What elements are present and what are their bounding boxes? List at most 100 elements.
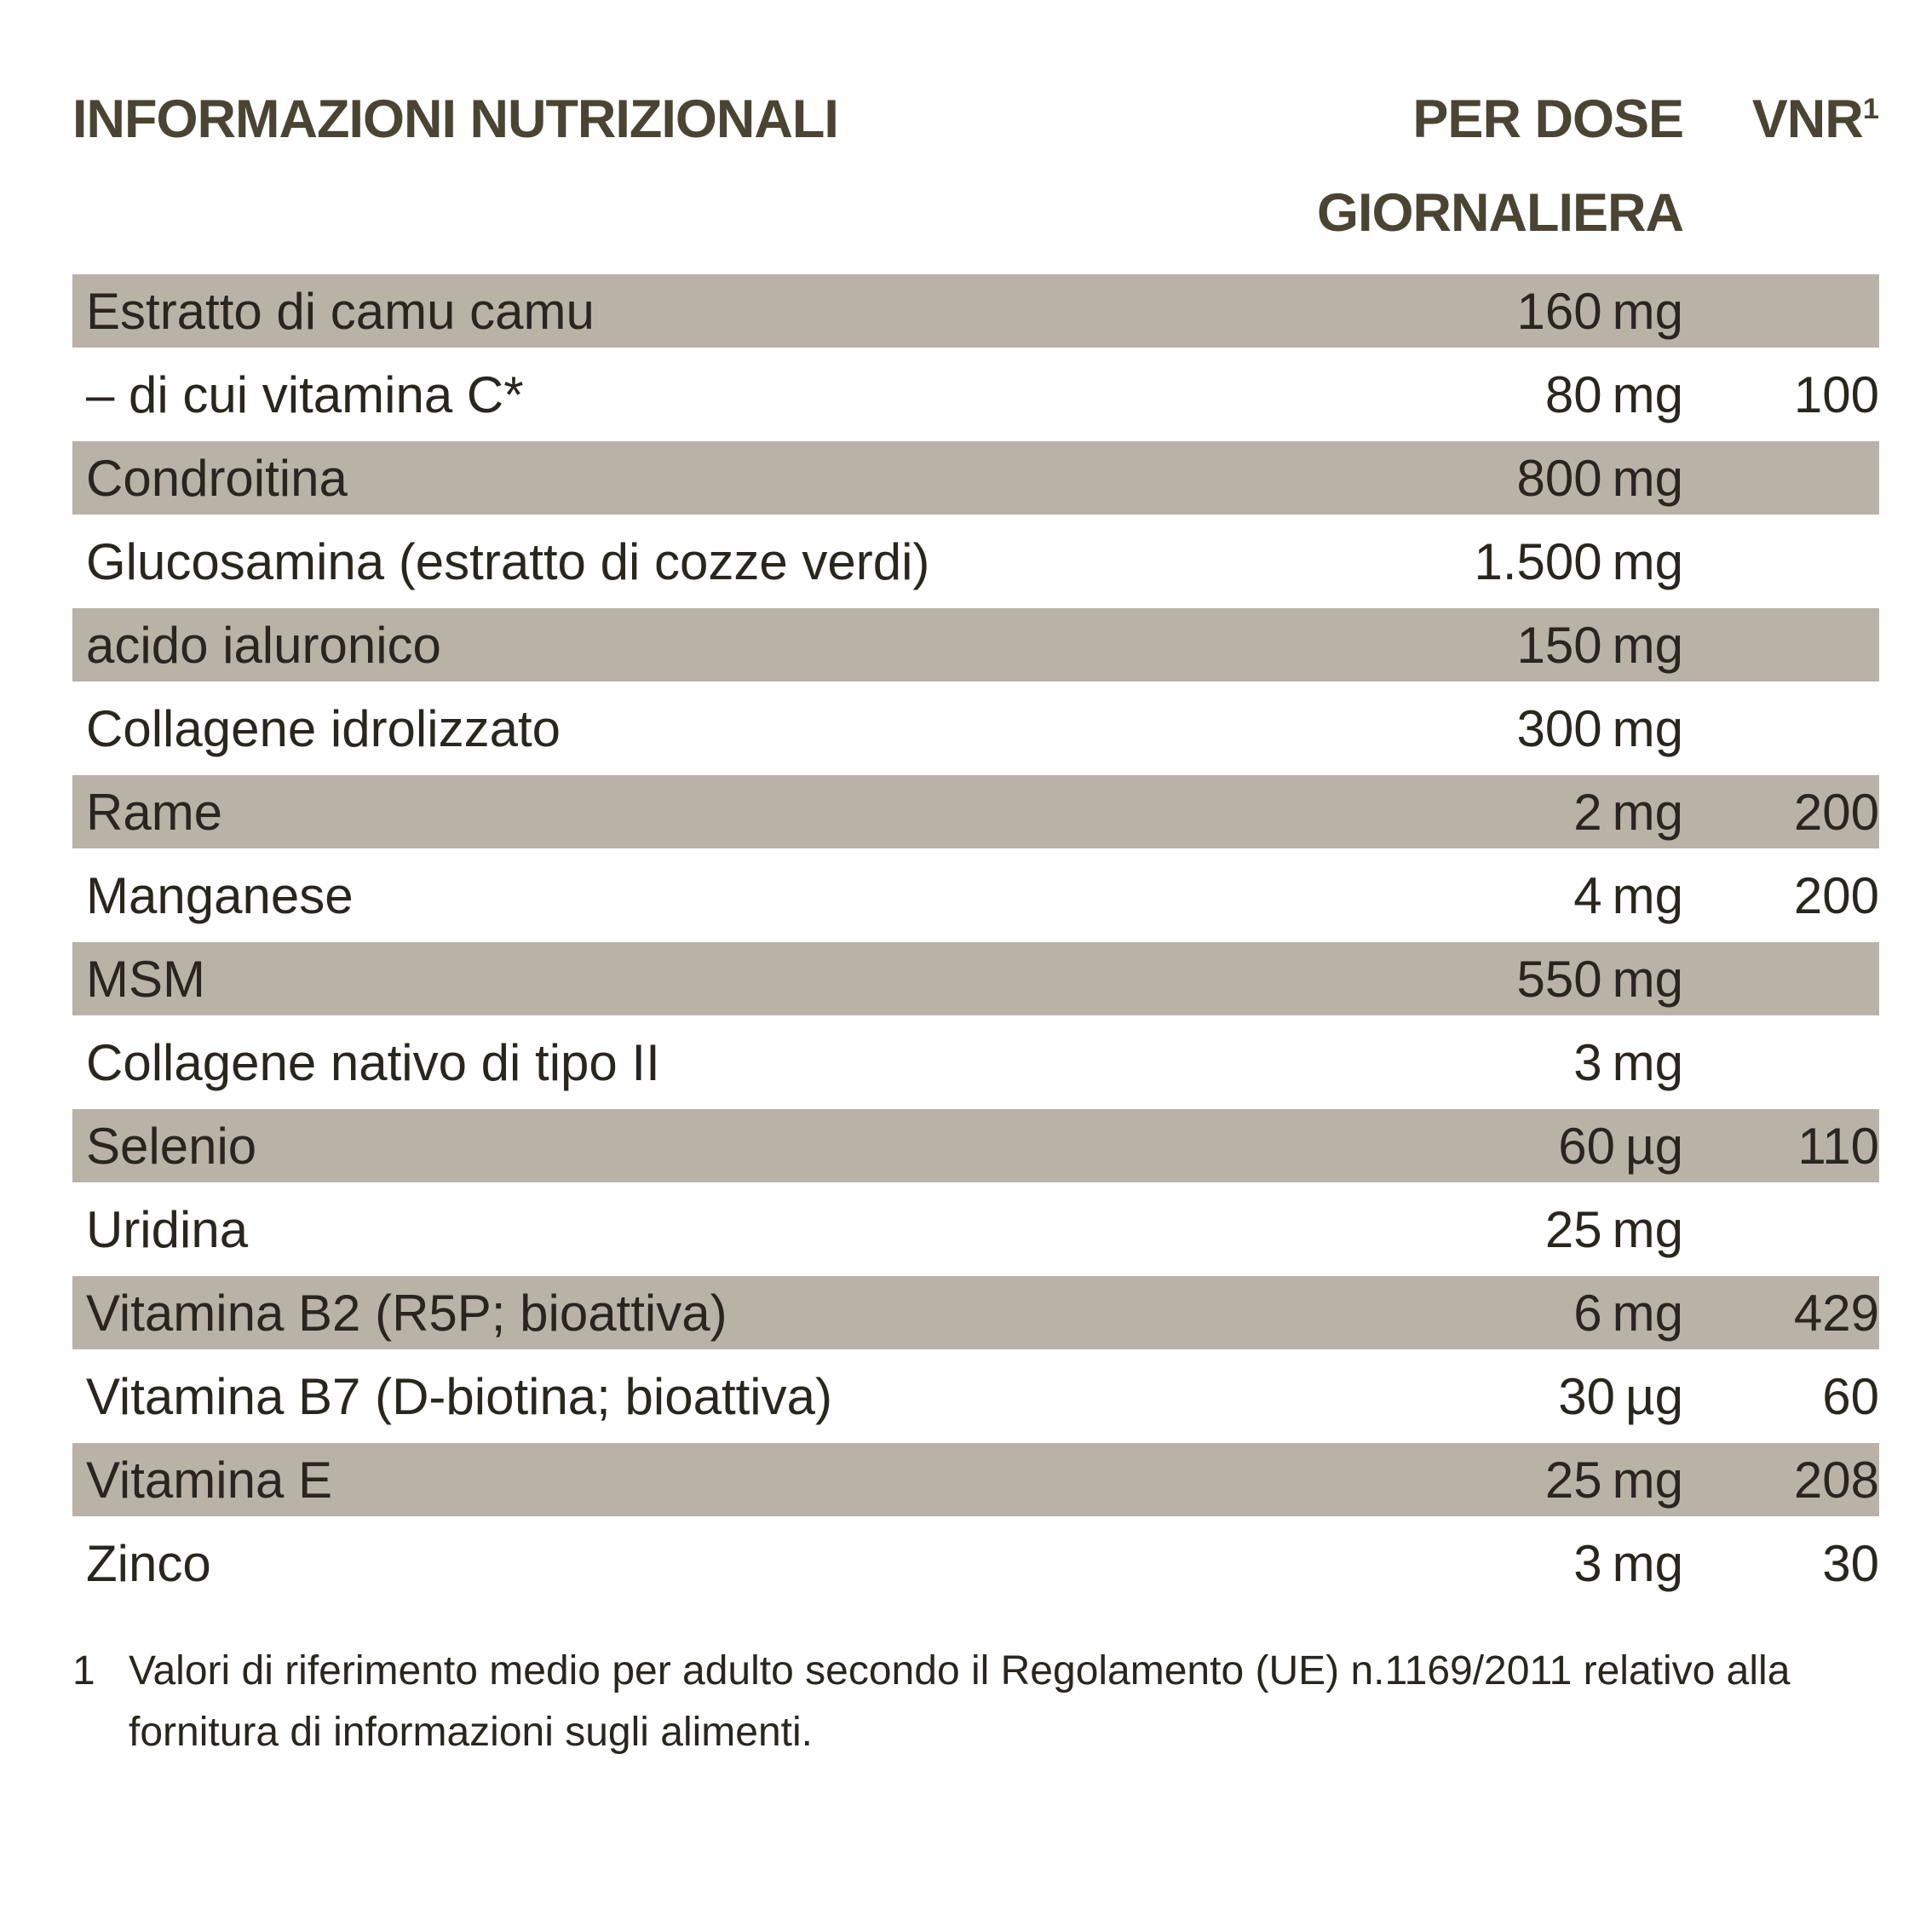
nutrient-vnr-value: 110 (1797, 1117, 1879, 1175)
amount-unit: µg (1625, 1367, 1683, 1425)
amount-unit: mg (1612, 1200, 1683, 1258)
footnote: 1 Valori di riferimento medio per adulto… (72, 1641, 1879, 1763)
amount-value: 800 (1516, 449, 1602, 507)
amount-unit: mg (1612, 1033, 1683, 1091)
amount-unit: mg (1612, 866, 1683, 924)
column-header-vnr: VNR1 (1752, 66, 1879, 162)
nutrient-name: Selenio (86, 1117, 257, 1175)
amount-unit: mg (1612, 1534, 1683, 1592)
nutrient-name: – di cui vitamina C* (86, 365, 524, 423)
nutrient-name: MSM (86, 950, 205, 1008)
amount-unit: µg (1625, 1117, 1683, 1175)
table-header: INFORMAZIONI NUTRIZIONALI PER DOSE VNR1 … (72, 66, 1879, 256)
nutrient-name: Vitamina E (86, 1451, 333, 1509)
amount-unit: mg (1612, 365, 1683, 423)
amount-unit: mg (1612, 449, 1683, 507)
nutrient-amount: 160 mg (1317, 282, 1683, 341)
table-row: Uridina 25 mg (72, 1187, 1879, 1271)
nutrient-amount: 150 mg (1317, 616, 1683, 675)
nutrient-name: Glucosamina (estratto di cozze verdi) (86, 532, 930, 590)
amount-unit: mg (1612, 699, 1683, 757)
amount-value: 3 (1573, 1033, 1602, 1091)
nutrient-amount: 3 mg (1317, 1033, 1683, 1092)
amount-value: 25 (1544, 1200, 1602, 1258)
amount-value: 1.500 (1474, 532, 1602, 590)
table-row: Vitamina B2 (R5P; bioattiva) 6 mg 429 (72, 1271, 1879, 1354)
nutrient-amount: 550 mg (1317, 950, 1683, 1009)
amount-value: 300 (1516, 699, 1602, 757)
table-row: Condroitina 800 mg (72, 436, 1879, 520)
column-header-dose-line1: PER DOSE (1412, 89, 1684, 149)
nutrient-amount: 2 mg (1317, 783, 1683, 842)
nutrient-name: Collagene nativo di tipo II (86, 1033, 660, 1091)
amount-unit: mg (1612, 532, 1683, 590)
amount-unit: mg (1612, 616, 1683, 674)
nutrient-name: Manganese (86, 866, 354, 924)
table-row: Manganese 4 mg 200 (72, 854, 1879, 937)
table-row: Vitamina E 25 mg 208 (72, 1438, 1879, 1521)
amount-value: 4 (1573, 866, 1602, 924)
nutrient-vnr-value: 30 (1822, 1534, 1879, 1592)
nutrient-vnr-value: 429 (1793, 1284, 1879, 1342)
nutrient-name: Zinco (86, 1534, 211, 1592)
amount-unit: mg (1612, 783, 1683, 841)
nutrient-amount: 80 mg (1317, 365, 1683, 424)
nutrient-vnr-value: 100 (1793, 365, 1879, 423)
nutrient-amount: 4 mg (1317, 866, 1683, 925)
amount-value: 80 (1544, 365, 1602, 423)
nutrient-name: Uridina (86, 1200, 249, 1258)
table-row: Collagene nativo di tipo II 3 mg (72, 1021, 1879, 1104)
nutrient-amount: 60 µg (1317, 1117, 1683, 1176)
amount-unit: mg (1612, 1451, 1683, 1509)
table-row: – di cui vitamina C* 80 mg 100 (72, 353, 1879, 436)
nutrient-amount: 6 mg (1317, 1284, 1683, 1343)
nutrient-name: Rame (86, 783, 223, 841)
amount-unit: mg (1612, 950, 1683, 1008)
amount-value: 60 (1558, 1117, 1616, 1175)
nutrient-amount: 25 mg (1317, 1451, 1683, 1509)
nutrient-name: Condroitina (86, 449, 348, 507)
table-row: Vitamina B7 (D-biotina; bioattiva) 30 µg … (72, 1354, 1879, 1438)
vnr-footnote-superscript: 1 (1862, 93, 1879, 125)
vnr-label: VNR (1751, 89, 1864, 149)
amount-value: 150 (1516, 616, 1602, 674)
nutrient-amount: 800 mg (1317, 449, 1683, 508)
nutrient-name: Vitamina B2 (R5P; bioattiva) (86, 1284, 727, 1342)
table-row: acido ialuronico 150 mg (72, 603, 1879, 687)
amount-value: 2 (1573, 783, 1602, 841)
nutrient-amount: 30 µg (1317, 1367, 1683, 1426)
amount-value: 25 (1544, 1451, 1602, 1509)
amount-value: 3 (1573, 1534, 1602, 1592)
nutrition-table-body: Estratto di camu camu 160 mg – di cui vit… (72, 269, 1879, 1605)
table-row: Estratto di camu camu 160 mg (72, 269, 1879, 353)
table-row: Glucosamina (estratto di cozze verdi) 1.… (72, 520, 1879, 603)
amount-unit: mg (1612, 282, 1683, 340)
nutrition-label: INFORMAZIONI NUTRIZIONALI PER DOSE VNR 1 … (72, 66, 1879, 1763)
table-row: Rame 2 mg 200 (72, 770, 1879, 854)
table-title: INFORMAZIONI NUTRIZIONALI (72, 89, 839, 149)
footnote-text: Valori di riferimento medio per adulto s… (129, 1648, 1791, 1755)
nutrient-name: Estratto di camu camu (86, 282, 595, 340)
footnote-marker: 1 (72, 1648, 95, 1693)
nutrient-vnr-value: 208 (1793, 1451, 1879, 1509)
amount-value: 30 (1558, 1367, 1616, 1425)
table-row: MSM 550 mg (72, 937, 1879, 1021)
table-row: Zinco 3 mg 30 (72, 1521, 1879, 1605)
table-row: Collagene idrolizzato 300 mg (72, 687, 1879, 770)
nutrient-vnr-value: 60 (1822, 1367, 1879, 1425)
amount-unit: mg (1612, 1284, 1683, 1342)
nutrient-name: acido ialuronico (86, 616, 441, 674)
nutrient-name: Collagene idrolizzato (86, 699, 561, 757)
table-row: Selenio 60 µg 110 (72, 1104, 1879, 1187)
nutrient-amount: 1.500 mg (1317, 532, 1683, 591)
amount-value: 6 (1573, 1284, 1602, 1342)
amount-value: 160 (1516, 282, 1602, 340)
nutrient-name: Vitamina B7 (D-biotina; bioattiva) (86, 1367, 832, 1425)
column-header-dose-line2: GIORNALIERA (1317, 183, 1684, 243)
nutrient-amount: 25 mg (1317, 1200, 1683, 1259)
nutrient-vnr-value: 200 (1793, 783, 1879, 841)
amount-value: 550 (1516, 950, 1602, 1008)
nutrient-vnr-value: 200 (1793, 866, 1879, 924)
nutrient-amount: 300 mg (1317, 699, 1683, 758)
nutrient-amount: 3 mg (1317, 1534, 1683, 1593)
